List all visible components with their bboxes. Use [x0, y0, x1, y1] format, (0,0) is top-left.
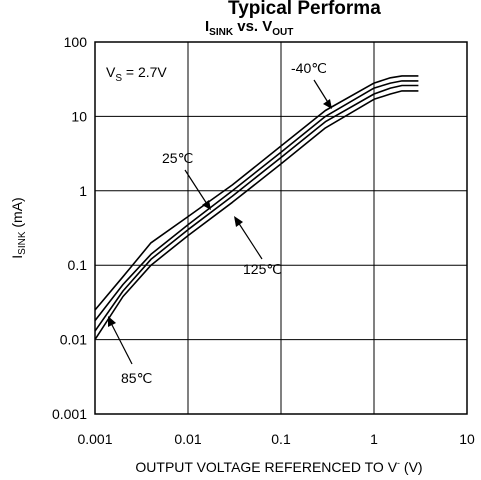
- arrow-minus40c: [313, 79, 330, 105]
- y-tick-label: 0.1: [68, 257, 88, 273]
- arrow-25c: [184, 169, 208, 205]
- y-axis-label: ISINK (mA): [9, 197, 28, 258]
- series-line: [94, 84, 419, 332]
- arrowhead-125c: [234, 216, 243, 227]
- arrow-125c: [237, 221, 263, 260]
- y-tick-labels: 100 10 1 0.1 0.01 0.001: [52, 34, 87, 422]
- x-tick-label: 10: [459, 431, 475, 447]
- series-line: [94, 80, 419, 322]
- x-axis-label: OUTPUT VOLTAGE REFERENCED TO V- (V): [135, 458, 422, 475]
- arrowhead-minus40c: [323, 99, 332, 109]
- x-tick-labels: 0.001 0.01 0.1 1 10: [77, 431, 475, 447]
- arrow-85c: [110, 322, 133, 365]
- supply-voltage-label: VS = 2.7V: [106, 64, 167, 84]
- chart-title: ISINK vs. VOUT: [205, 18, 293, 38]
- y-tick-label: 1: [79, 183, 87, 199]
- x-tick-label: 0.1: [271, 431, 291, 447]
- y-tick-label: 100: [64, 34, 88, 50]
- plot-frame: [94, 41, 468, 415]
- page-header: Typical Performa: [228, 0, 381, 19]
- arrowhead-85c: [108, 316, 116, 327]
- series-line: [94, 90, 419, 341]
- label-minus40c: -40℃: [291, 60, 327, 76]
- x-tick-label: 1: [370, 431, 378, 447]
- label-25c: 25℃: [162, 150, 193, 166]
- label-85c: 85℃: [121, 370, 152, 386]
- y-tick-label: 10: [71, 108, 87, 124]
- series-group: [94, 75, 419, 341]
- grid: [95, 42, 467, 414]
- series-line: [94, 75, 419, 311]
- x-tick-label: 0.01: [174, 431, 201, 447]
- y-tick-label: 0.001: [52, 406, 87, 422]
- y-tick-label: 0.01: [60, 332, 87, 348]
- label-125c: 125℃: [243, 261, 282, 277]
- arrowhead-25c: [202, 200, 211, 210]
- x-tick-label: 0.001: [77, 431, 112, 447]
